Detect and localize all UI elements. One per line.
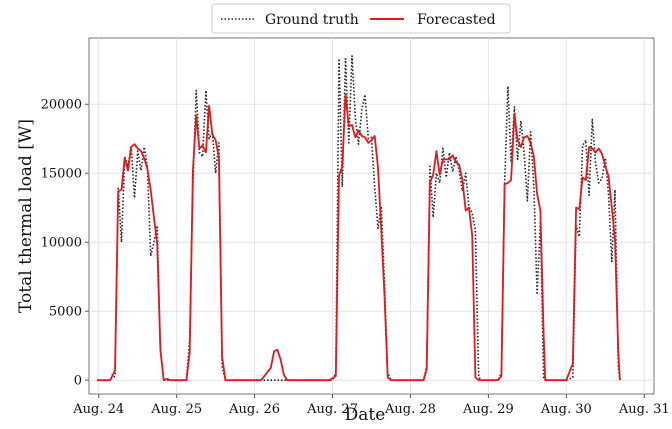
x-tick-label: Aug. 28	[384, 402, 436, 417]
x-tick-label: Aug. 29	[462, 402, 514, 417]
plot-area	[88, 37, 655, 395]
legend: Ground truth Forecasted	[211, 3, 511, 34]
x-tick-label: Aug. 26	[228, 402, 280, 417]
y-tick-label: 10000	[41, 236, 82, 251]
grid-lines	[89, 38, 654, 394]
x-tick-label: Aug. 31	[618, 402, 670, 417]
y-tick-label: 15000	[41, 167, 82, 182]
x-tick-label: Aug. 30	[540, 402, 592, 417]
legend-label-forecasted: Forecasted	[417, 12, 496, 28]
y-tick-labels: 0 5000 10000 15000 20000	[41, 98, 89, 389]
x-tick-label: Aug. 24	[72, 402, 124, 417]
series-lines	[97, 55, 621, 382]
x-tick-label: Aug. 27	[306, 402, 358, 417]
series-forecasted	[97, 93, 621, 382]
x-tick-label: Aug. 25	[150, 402, 202, 417]
y-tick-label: 20000	[41, 98, 82, 113]
legend-label-ground-truth: Ground truth	[265, 12, 359, 28]
x-axis-label: Date	[345, 405, 386, 425]
legend-box	[211, 3, 511, 34]
y-axis-label: Total thermal load [W]	[16, 119, 36, 313]
y-tick-label: 0	[74, 374, 82, 389]
x-tick-labels: Aug. 24 Aug. 25 Aug. 26 Aug. 27 Aug. 28 Aug. …	[72, 394, 670, 417]
y-tick-label: 5000	[49, 305, 82, 320]
